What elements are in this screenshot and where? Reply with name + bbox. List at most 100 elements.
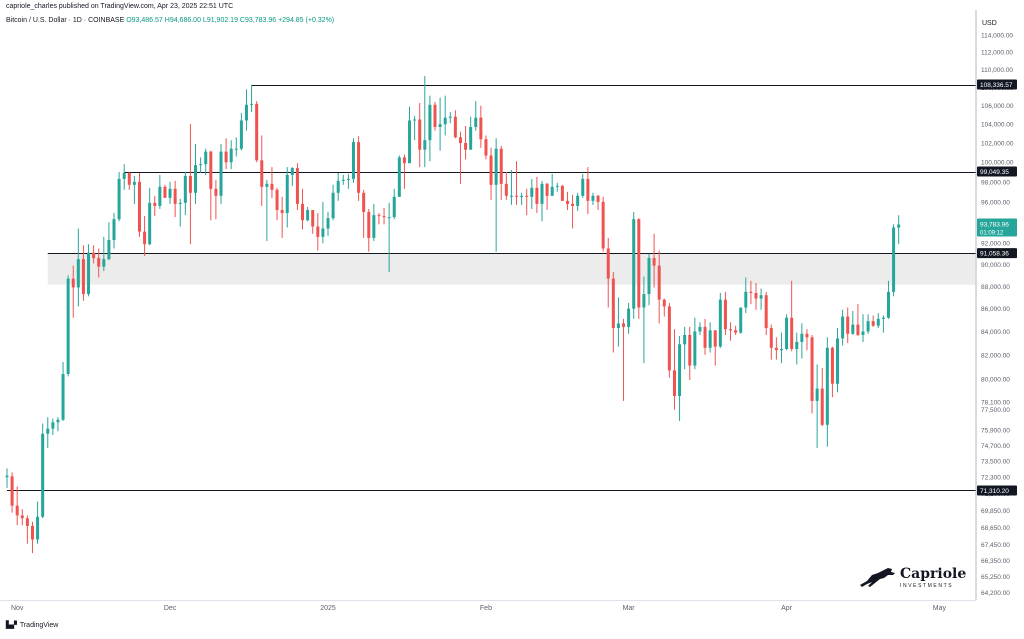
candle-body[interactable]: [331, 192, 335, 219]
candle-body[interactable]: [341, 179, 345, 181]
candle-body[interactable]: [555, 185, 559, 187]
candle-body[interactable]: [708, 330, 712, 348]
candle-body[interactable]: [688, 334, 692, 366]
candle-body[interactable]: [392, 196, 396, 218]
candle-body[interactable]: [565, 200, 569, 204]
candle-body[interactable]: [886, 291, 890, 318]
candle-body[interactable]: [413, 119, 417, 121]
candle-body[interactable]: [351, 142, 355, 179]
candle-body[interactable]: [851, 324, 855, 334]
candle-body[interactable]: [698, 326, 702, 332]
candle-body[interactable]: [107, 240, 111, 260]
candle-body[interactable]: [148, 202, 152, 245]
candle-body[interactable]: [484, 139, 488, 156]
candle-body[interactable]: [163, 186, 167, 198]
candle-body[interactable]: [372, 215, 376, 238]
candle-body[interactable]: [591, 195, 595, 201]
candle-body[interactable]: [545, 183, 549, 196]
candle-body[interactable]: [458, 137, 462, 144]
candle-body[interactable]: [316, 226, 320, 237]
candle-body[interactable]: [194, 165, 198, 193]
candle-body[interactable]: [301, 203, 305, 221]
candle-body[interactable]: [408, 120, 412, 164]
candle-body[interactable]: [657, 265, 661, 300]
candle-body[interactable]: [336, 180, 340, 193]
candle-body[interactable]: [499, 148, 503, 184]
candle-body[interactable]: [387, 217, 391, 219]
candle-body[interactable]: [800, 333, 804, 342]
candle-body[interactable]: [357, 142, 361, 193]
candle-body[interactable]: [581, 178, 585, 196]
candle-body[interactable]: [20, 515, 24, 519]
candle-body[interactable]: [683, 334, 687, 345]
candle-body[interactable]: [255, 103, 259, 161]
candle-body[interactable]: [66, 278, 70, 374]
candle-body[interactable]: [204, 151, 208, 165]
candle-body[interactable]: [764, 295, 768, 329]
candle-body[interactable]: [265, 183, 269, 187]
candle-body[interactable]: [586, 178, 590, 201]
candle-body[interactable]: [143, 231, 147, 245]
candle-body[interactable]: [214, 188, 218, 196]
candle-body[interactable]: [820, 388, 824, 425]
candle-body[interactable]: [117, 178, 121, 220]
candle-body[interactable]: [871, 321, 875, 326]
candle-body[interactable]: [122, 172, 126, 179]
candle-body[interactable]: [474, 117, 478, 127]
candle-body[interactable]: [642, 294, 646, 308]
candle-body[interactable]: [443, 117, 447, 125]
candle-body[interactable]: [132, 181, 136, 185]
candle-body[interactable]: [448, 116, 452, 118]
candle-body[interactable]: [825, 347, 829, 425]
candle-body[interactable]: [754, 292, 758, 299]
candle-body[interactable]: [830, 347, 834, 384]
candle-body[interactable]: [520, 195, 524, 197]
candle-body[interactable]: [250, 103, 254, 105]
candle-body[interactable]: [326, 218, 330, 229]
candle-body[interactable]: [346, 178, 350, 180]
candle-body[interactable]: [693, 331, 697, 366]
candle-body[interactable]: [637, 219, 641, 308]
candle-body[interactable]: [173, 188, 177, 204]
candle-body[interactable]: [866, 321, 870, 332]
candle-body[interactable]: [897, 224, 901, 228]
candle-body[interactable]: [51, 422, 55, 429]
candle-body[interactable]: [815, 388, 819, 401]
candle-body[interactable]: [509, 195, 513, 197]
candle-body[interactable]: [321, 228, 325, 237]
candle-body[interactable]: [402, 157, 406, 164]
candle-body[interactable]: [647, 258, 651, 295]
candle-body[interactable]: [260, 160, 264, 187]
candle-body[interactable]: [515, 195, 519, 197]
candle-body[interactable]: [739, 307, 743, 333]
candle-body[interactable]: [71, 278, 75, 288]
candle-body[interactable]: [219, 151, 223, 196]
candle-body[interactable]: [571, 203, 575, 206]
candle-body[interactable]: [46, 428, 50, 434]
candle-body[interactable]: [479, 117, 483, 140]
candle-body[interactable]: [774, 347, 778, 351]
candle-body[interactable]: [596, 195, 600, 202]
candle-body[interactable]: [418, 119, 422, 150]
candle-body[interactable]: [224, 151, 228, 163]
candle-body[interactable]: [718, 299, 722, 347]
candle-body[interactable]: [734, 330, 738, 333]
candle-body[interactable]: [290, 168, 294, 175]
candle-body[interactable]: [244, 104, 248, 121]
candle-body[interactable]: [805, 333, 809, 338]
candle-body[interactable]: [87, 252, 91, 295]
candle-body[interactable]: [168, 188, 172, 198]
candle-body[interactable]: [275, 189, 279, 210]
candle-body[interactable]: [769, 328, 773, 348]
candle-body[interactable]: [438, 124, 442, 127]
candle-body[interactable]: [494, 148, 498, 185]
candle-body[interactable]: [137, 181, 141, 232]
candle-body[interactable]: [423, 140, 427, 150]
candle-body[interactable]: [61, 373, 65, 420]
candle-body[interactable]: [285, 174, 289, 214]
candle-body[interactable]: [744, 291, 748, 308]
candle-body[interactable]: [377, 215, 381, 217]
candle-body[interactable]: [178, 202, 182, 204]
candle-body[interactable]: [367, 212, 371, 238]
